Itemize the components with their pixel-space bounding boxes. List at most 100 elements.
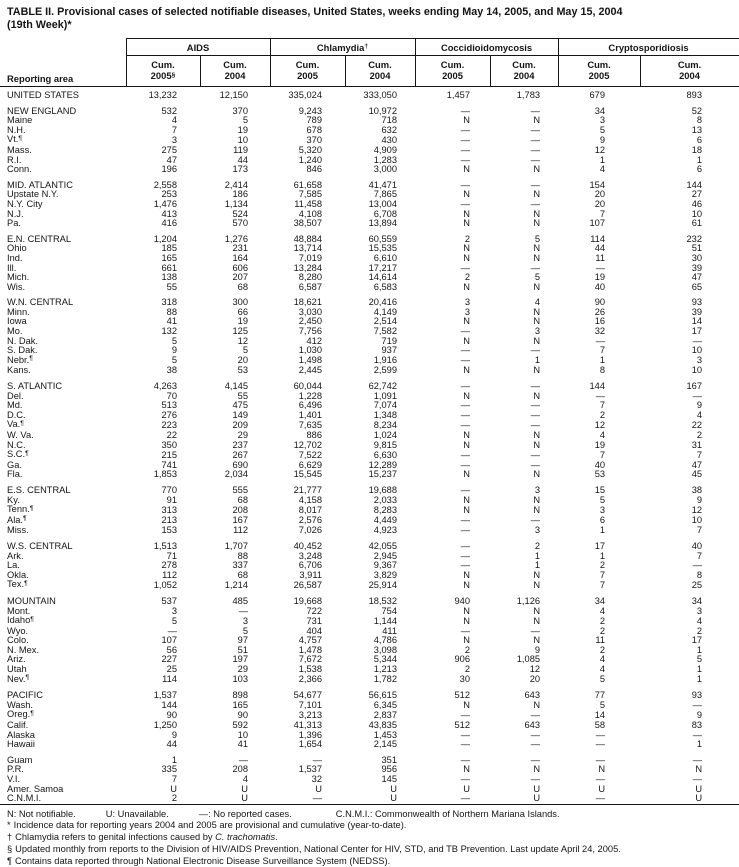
column-header-row: Cum. 2005§ Cum. 2004 Cum. 2005 Cum. 2004 Cum… <box>0 55 739 87</box>
value-cell: 62,742 <box>368 381 398 392</box>
value-cell: 335,024 <box>288 90 322 100</box>
value-cell: — <box>692 335 703 346</box>
value-cell: 370 <box>306 134 322 145</box>
value-cell: 1,476 <box>153 198 177 209</box>
value-cell: 1,538 <box>298 664 322 675</box>
table-row: N.C. 350 237 12,702 9,815 N N 19 31 <box>0 440 739 451</box>
value-cell: 643 <box>524 690 541 701</box>
value-cell: — <box>460 124 471 135</box>
footnote-section: § Updated monthly from reports to the Div… <box>7 843 621 854</box>
value-cell: 40 <box>691 540 703 551</box>
value-cell: 6,345 <box>373 699 398 710</box>
table-row: Mo. 132 125 7,756 7,582 — 3 32 17 <box>0 326 739 337</box>
value-cell: N <box>533 281 541 292</box>
table-row: Ill. 661 606 13,284 17,217 — — — 39 <box>0 262 739 274</box>
value-cell: — <box>595 729 606 740</box>
value-cell: 10 <box>691 345 703 356</box>
value-cell: — <box>460 179 471 190</box>
value-cell: 48,884 <box>293 233 322 244</box>
table-row: Maine 4 5 789 718 N N 3 8 <box>0 116 739 126</box>
value-cell: 6,583 <box>373 281 398 292</box>
value-cell: — <box>530 179 541 190</box>
value-cell: 5 <box>534 233 541 244</box>
value-cell: — <box>460 400 471 411</box>
reporting-area-cell: Idaho¶ <box>7 615 34 626</box>
value-cell: — <box>530 262 541 273</box>
table-row: Alaska 9 10 1,396 1,453 — — — — <box>0 729 739 741</box>
value-cell: N <box>463 605 471 616</box>
value-cell: 209 <box>232 419 248 430</box>
value-cell: 4,145 <box>224 381 248 392</box>
reporting-area-cell: Mont. <box>7 605 31 616</box>
value-cell: N <box>533 365 541 376</box>
value-cell: 7,101 <box>298 699 322 710</box>
table-row: S. ATLANTIC 4,263 4,145 60,044 62,742 — — 144 16… <box>0 381 739 392</box>
value-cell: — <box>530 515 541 526</box>
value-cell: 5,320 <box>298 144 322 155</box>
value-cell: N <box>463 764 471 775</box>
value-cell: 7,672 <box>298 654 322 665</box>
value-cell: — <box>238 754 248 765</box>
table-row: Wyo. — 5 404 411 — — 2 2 <box>0 625 739 637</box>
table-row: Ohio 185 231 13,714 15,535 N N 44 51 <box>0 244 739 254</box>
value-cell: N <box>463 579 471 590</box>
reporting-area-cell: Del. <box>7 390 24 401</box>
reporting-area-cell: Nebr.¶ <box>7 354 33 365</box>
nedss-footnote-marker: ¶ <box>20 419 24 427</box>
value-cell: 13,894 <box>368 218 398 229</box>
value-cell: 337 <box>232 560 248 571</box>
value-cell: 93 <box>691 690 703 701</box>
value-cell: 10 <box>237 134 248 145</box>
reporting-area-cell: D.C. <box>7 409 26 420</box>
value-cell: 9 <box>171 345 177 356</box>
value-cell: — <box>460 419 471 430</box>
value-cell: 167 <box>686 381 703 392</box>
value-cell: 7 <box>599 400 606 411</box>
value-cell: 2,450 <box>298 316 322 327</box>
value-cell: — <box>595 774 606 784</box>
reporting-area-cell: NEW ENGLAND <box>7 105 77 116</box>
value-cell: 2,558 <box>153 179 177 190</box>
value-cell: 8 <box>599 365 606 376</box>
value-cell: 1,283 <box>373 154 398 165</box>
value-cell: 1,348 <box>373 409 398 420</box>
value-cell: 3 <box>599 115 606 126</box>
table-row: PACIFIC 1,537 898 54,677 56,615 512 643 77 93 <box>0 691 739 701</box>
table-row: W. Va. 22 29 886 1,024 N N 4 2 <box>0 430 739 441</box>
value-cell: — <box>460 625 471 636</box>
value-cell: 22 <box>691 419 703 430</box>
reporting-area-cell: Md. <box>7 400 23 411</box>
value-cell: U <box>170 783 177 794</box>
reporting-area-cell: Pa. <box>7 218 21 229</box>
value-cell: 690 <box>232 459 248 470</box>
value-cell: 2,366 <box>298 674 322 685</box>
value-cell: — <box>460 381 471 392</box>
value-cell: 26 <box>594 306 606 317</box>
value-cell: 39 <box>691 262 703 273</box>
value-cell: 1,228 <box>298 390 322 401</box>
value-cell: 1,401 <box>298 409 322 420</box>
column-header-cryptosporidiosis-2005: Cum. 2005 <box>557 55 641 87</box>
value-cell: 12 <box>691 504 703 515</box>
value-cell: 416 <box>161 218 177 229</box>
table-row: N.Y. City 1,476 1,134 11,458 13,004 — — 20 46 <box>0 198 739 210</box>
value-cell: 186 <box>232 189 248 200</box>
table-row: Ala.¶ 213 167 2,576 4,449 — — 6 10 <box>0 514 739 527</box>
value-cell: 7 <box>599 345 606 356</box>
reporting-area-cell: Utah <box>7 664 27 675</box>
value-cell: — <box>530 144 541 155</box>
value-cell: — <box>460 198 471 209</box>
reporting-area-cell: Colo. <box>7 635 29 646</box>
value-cell: 335 <box>161 764 177 775</box>
value-cell: 2 <box>696 430 703 440</box>
value-cell: — <box>460 262 471 273</box>
value-cell: 10 <box>691 208 703 219</box>
value-cell: 8,280 <box>298 272 322 283</box>
value-cell: 47 <box>691 272 703 283</box>
value-cell: 719 <box>381 335 398 346</box>
value-cell: U <box>533 793 541 804</box>
reporting-area-cell: Ala.¶ <box>7 514 27 525</box>
value-cell: 19 <box>237 124 248 135</box>
value-cell: 18 <box>691 144 703 155</box>
table-row: Del. 70 55 1,228 1,091 N N — — <box>0 390 739 402</box>
